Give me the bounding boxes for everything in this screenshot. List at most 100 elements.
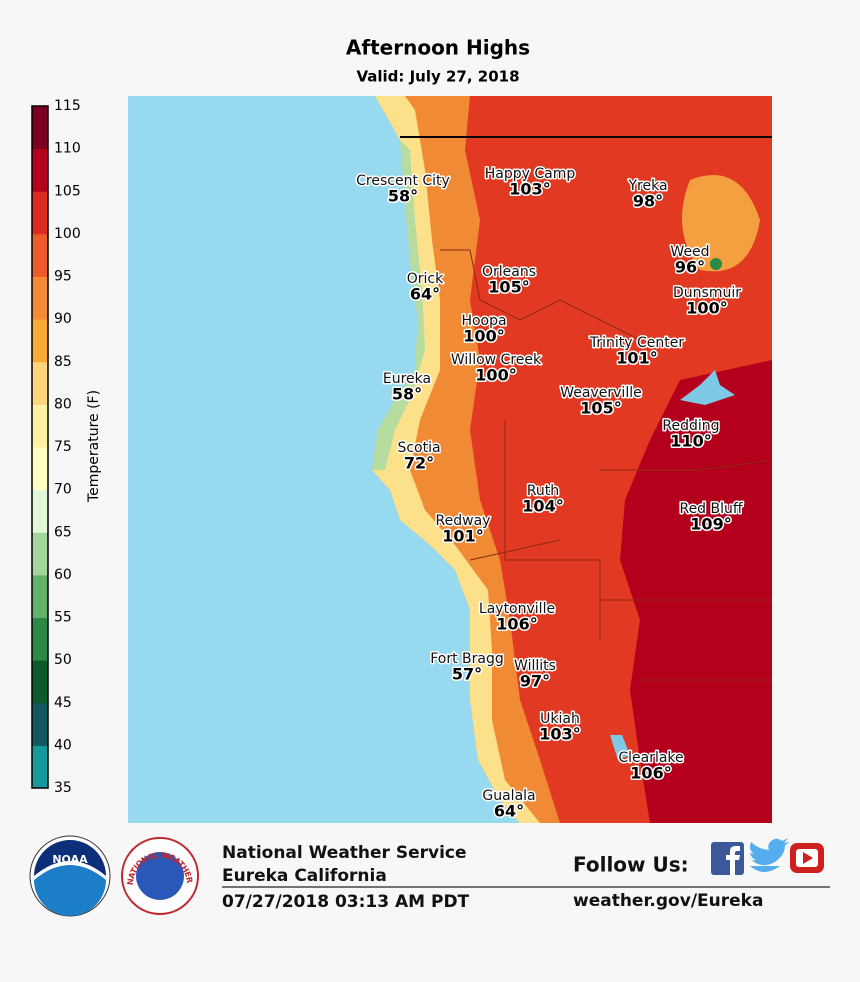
noaa-sky [34, 840, 106, 876]
colorbar-band [32, 660, 48, 704]
city-name: Happy Camp [485, 166, 576, 182]
city-name: Trinity Center [589, 335, 684, 351]
city-name: Ukiah [540, 711, 580, 727]
subtitle: Valid: July 27, 2018 [356, 68, 519, 86]
city-name: Orick [407, 271, 444, 287]
city-temp: 106° [496, 615, 537, 634]
coastal-green [372, 140, 425, 470]
colorbar-tick-label: 55 [54, 610, 72, 626]
colorbar-tick-label: 35 [54, 780, 72, 796]
hottest-region [620, 360, 772, 823]
city-name: Scotia [397, 440, 440, 456]
city-name: Fort Bragg [430, 651, 504, 667]
issued: 07/27/2018 03:13 AM PDT [222, 892, 470, 912]
city-name: Redway [436, 513, 491, 529]
colorbar-tick-label: 90 [54, 311, 72, 327]
colorbar-band [32, 702, 48, 746]
city-name: Dunsmuir [673, 285, 741, 301]
city-temp: 109° [690, 515, 731, 534]
city-name: Orleans [482, 264, 536, 280]
colorbar-tick-label: 60 [54, 567, 72, 583]
city-name: Weed [670, 244, 709, 260]
city-name: Yreka [627, 178, 667, 194]
colorbar-tick-label: 65 [54, 524, 72, 540]
facebook-f [726, 846, 740, 875]
follow-us: Follow Us: [573, 853, 689, 877]
colorbar-band [32, 532, 48, 576]
colorbar-band [32, 148, 48, 192]
city-temp: 97° [520, 672, 550, 691]
colorbar-band [32, 574, 48, 618]
city-temp: 110° [670, 432, 711, 451]
noaa-wave [34, 865, 106, 916]
city-temp: 101° [616, 349, 657, 368]
colorbar-tick-label: 50 [54, 652, 72, 668]
colorbar-band [32, 404, 48, 448]
colorbar-tick-label: 85 [54, 354, 72, 370]
mountain-warm [682, 175, 760, 272]
city-temp: 100° [463, 327, 504, 346]
twitter-icon[interactable] [750, 838, 790, 872]
city-temp: 100° [475, 366, 516, 385]
colorbar-tick-label: 100 [54, 226, 81, 242]
city-name: Crescent City [356, 173, 450, 189]
city-temp: 57° [452, 665, 482, 684]
city-name: Gualala [482, 788, 535, 804]
city-temp: 106° [630, 764, 671, 783]
noaa-text: NOAA [52, 853, 88, 866]
colorbar-tick-label: 80 [54, 396, 72, 412]
title: Afternoon Highs [346, 36, 530, 60]
colorbar-tick-label: 105 [54, 183, 81, 199]
location: Eureka California [222, 866, 387, 886]
city-name: Laytonville [479, 601, 555, 617]
city-temp: 58° [388, 187, 418, 206]
city-name: Weaverville [560, 385, 641, 401]
city-temp: 98° [633, 192, 663, 211]
colorbar-band [32, 447, 48, 491]
colorbar-band [32, 276, 48, 320]
city-name: Willits [514, 658, 556, 674]
colorbar-band [32, 489, 48, 533]
colorbar-tick-label: 95 [54, 269, 72, 285]
city-name: Redding [662, 418, 719, 434]
colorbar-frame [31, 105, 49, 789]
colorbar-band [32, 617, 48, 661]
colorbar-tick-label: 40 [54, 737, 72, 753]
shasta-lake [680, 370, 735, 405]
city-name: Eureka [383, 371, 431, 387]
city-temp: 105° [580, 399, 621, 418]
city-name: Ruth [527, 483, 559, 499]
colorbar-band [32, 745, 48, 789]
colorbar-band [32, 319, 48, 363]
city-name: Red Bluff [679, 501, 742, 517]
city-temp: 104° [522, 497, 563, 516]
colorbar-label: Temperature (F) [86, 390, 102, 503]
colorbar-tick-label: 70 [54, 482, 72, 498]
city-temp: 105° [488, 278, 529, 297]
city-temp: 58° [392, 385, 422, 404]
colorbar-band [32, 233, 48, 277]
colorbar-band [32, 191, 48, 235]
city-name: Clearlake [618, 750, 683, 766]
city-temp: 101° [442, 527, 483, 546]
colorbar-tick-label: 75 [54, 439, 72, 455]
county-lines [440, 249, 772, 681]
colorbar-band [32, 361, 48, 405]
city-temp: 103° [539, 725, 580, 744]
office: National Weather Service [222, 843, 467, 863]
colorbar-tick-label: 45 [54, 695, 72, 711]
city-temp: 103° [509, 180, 550, 199]
city-temp: 100° [686, 299, 727, 318]
weed-cool-spot [710, 258, 722, 270]
website[interactable]: weather.gov/Eureka [573, 891, 763, 911]
city-name: Hoopa [461, 313, 506, 329]
youtube-play [803, 852, 813, 864]
clear-lake [610, 735, 630, 760]
colorbar-band [32, 106, 48, 150]
city-temp: 64° [494, 802, 524, 821]
city-temp: 96° [675, 258, 705, 277]
map [128, 96, 772, 823]
